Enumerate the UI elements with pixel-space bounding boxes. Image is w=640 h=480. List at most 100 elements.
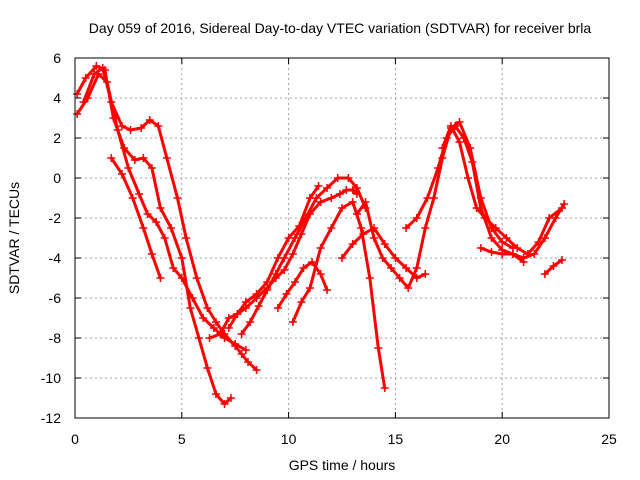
data-point — [139, 154, 148, 162]
x-tick-label: 25 — [601, 431, 617, 447]
data-point — [327, 224, 336, 232]
data-point — [117, 122, 126, 130]
series-arc-15 — [540, 256, 567, 278]
data-point — [335, 190, 344, 198]
data-point — [295, 222, 304, 230]
data-point — [156, 204, 165, 212]
data-point — [147, 250, 156, 258]
data-point — [498, 250, 507, 258]
data-point — [156, 274, 165, 282]
data-point — [128, 194, 137, 202]
data-point — [160, 234, 169, 242]
data-point — [241, 298, 250, 306]
data-point — [374, 344, 383, 352]
data-point — [81, 74, 90, 82]
data-point — [117, 170, 126, 178]
series-line — [82, 66, 259, 372]
data-point — [316, 198, 325, 206]
data-point — [241, 346, 250, 354]
data-point — [468, 158, 477, 166]
data-point — [305, 194, 314, 202]
data-point — [455, 138, 464, 146]
data-point — [513, 244, 522, 252]
data-point — [348, 198, 357, 206]
data-point — [412, 264, 421, 272]
data-point — [344, 174, 353, 182]
data-point — [434, 164, 443, 172]
data-point — [199, 314, 208, 322]
series-arc-7 — [224, 182, 323, 332]
y-tick-label: -12 — [41, 410, 61, 426]
data-point — [446, 122, 455, 130]
data-point — [530, 250, 539, 258]
data-point — [231, 342, 240, 350]
data-point — [459, 134, 468, 142]
y-tick-label: 2 — [53, 130, 61, 146]
data-point — [73, 90, 82, 98]
series-arc-6 — [237, 174, 370, 338]
data-point — [481, 214, 490, 222]
data-point — [370, 234, 379, 242]
data-point — [314, 182, 323, 190]
data-point — [226, 394, 235, 402]
data-point — [113, 126, 122, 134]
data-point — [380, 384, 389, 392]
data-point — [145, 116, 154, 124]
y-tick-label: 0 — [53, 170, 61, 186]
data-point — [305, 284, 314, 292]
data-point — [252, 290, 261, 298]
data-point — [162, 154, 171, 162]
data-point — [380, 240, 389, 248]
data-point — [130, 156, 139, 164]
data-point — [203, 304, 212, 312]
y-axis-label: SDTVAR / TECUs — [6, 182, 22, 294]
data-point — [438, 144, 447, 152]
data-point — [139, 224, 148, 232]
data-point — [487, 248, 496, 256]
data-point — [233, 310, 242, 318]
data-point — [254, 302, 263, 310]
y-tick-label: -10 — [41, 370, 61, 386]
data-point — [323, 286, 332, 294]
x-axis-label: GPS time / hours — [289, 457, 396, 473]
series-arc-11 — [352, 118, 517, 292]
chart-title: Day 059 of 2016, Sidereal Day-to-day VTE… — [89, 20, 592, 36]
data-point — [224, 324, 233, 332]
series-arc-9 — [288, 198, 389, 392]
data-point — [348, 186, 357, 194]
data-point — [352, 184, 361, 192]
y-tick-label: -8 — [49, 330, 62, 346]
data-point — [192, 274, 201, 282]
data-point — [167, 224, 176, 232]
data-point — [135, 190, 144, 198]
data-point — [333, 174, 342, 182]
series-line — [355, 120, 515, 290]
data-point — [73, 110, 82, 118]
data-point — [177, 254, 186, 262]
series-line — [109, 156, 162, 280]
x-tick-label: 5 — [178, 431, 186, 447]
data-point — [273, 254, 282, 262]
data-point — [359, 230, 368, 238]
data-point — [107, 98, 116, 106]
data-point — [282, 290, 291, 298]
data-point — [421, 224, 430, 232]
data-point — [107, 154, 116, 162]
series-arc-14 — [476, 200, 569, 262]
series-arc-8 — [273, 258, 332, 312]
data-point — [152, 218, 161, 226]
data-point — [308, 258, 317, 266]
data-point — [455, 118, 464, 126]
data-point — [182, 234, 191, 242]
data-point — [323, 184, 332, 192]
data-point — [203, 364, 212, 372]
data-point — [402, 224, 411, 232]
series-arc-3 — [79, 64, 261, 374]
data-point — [188, 294, 197, 302]
data-point — [502, 234, 511, 242]
data-point — [263, 286, 272, 294]
data-point — [98, 64, 107, 72]
data-point — [472, 204, 481, 212]
data-point — [402, 264, 411, 272]
series-arc-4 — [107, 154, 165, 282]
